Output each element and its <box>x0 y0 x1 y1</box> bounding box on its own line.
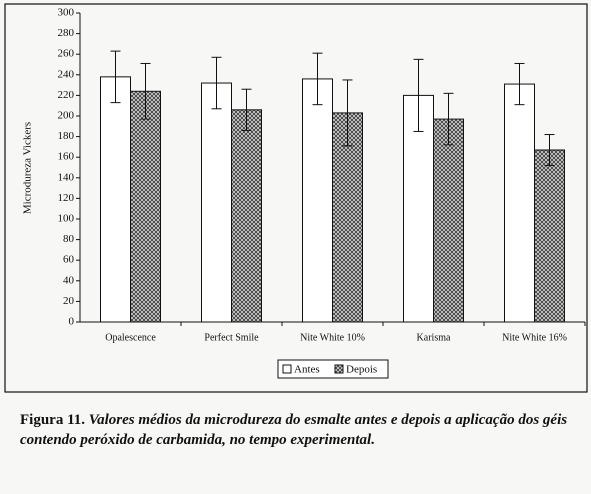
x-tick-label: Karisma <box>417 332 451 343</box>
bar <box>130 90 161 323</box>
y-tick-label: 240 <box>58 68 75 80</box>
caption-label: Figura 11. <box>20 412 86 428</box>
chart-border <box>4 3 588 393</box>
y-axis-title: Microdureza Vickers <box>22 122 34 214</box>
bar <box>504 83 535 323</box>
y-tick-label: 40 <box>63 274 75 286</box>
bar <box>302 78 333 323</box>
y-tick-label: 60 <box>63 254 75 266</box>
legend-label: Depois <box>346 364 377 376</box>
y-tick-label: 280 <box>58 27 75 39</box>
y-tick-label: 180 <box>58 130 75 142</box>
bar <box>403 94 434 323</box>
y-tick-label: 100 <box>58 213 75 225</box>
caption: Figura 11. Valores médios da microdureza… <box>20 410 585 450</box>
legend-label: Antes <box>294 364 320 376</box>
legend-swatch <box>282 364 292 374</box>
y-tick-label: 300 <box>58 7 75 19</box>
x-tick-label: Nite White 10% <box>300 332 365 343</box>
y-tick-label: 80 <box>63 233 75 245</box>
caption-text: Valores médios da microdureza do esmalte… <box>20 412 568 448</box>
bar <box>231 109 262 323</box>
y-tick-label: 140 <box>58 171 75 183</box>
bar <box>100 76 131 323</box>
chart: Microdureza Vickers 0 20 40 60 80 100 120 140 16… <box>4 3 588 393</box>
bar <box>433 118 464 323</box>
bar <box>534 149 565 323</box>
x-tick-label: Nite White 16% <box>502 332 567 343</box>
y-tick-label: 120 <box>58 192 75 204</box>
y-tick-label: 0 <box>69 316 75 328</box>
bar <box>201 82 232 323</box>
legend-box <box>277 359 389 379</box>
x-tick-label: Perfect Smile <box>204 332 259 343</box>
legend-swatch <box>334 364 344 374</box>
y-tick-label: 220 <box>58 89 75 101</box>
y-tick-label: 260 <box>58 48 75 60</box>
y-tick-label: 20 <box>63 295 75 307</box>
x-tick-label: Opalescence <box>105 332 156 343</box>
y-tick-label: 200 <box>58 110 75 122</box>
y-tick-label: 160 <box>58 151 75 163</box>
